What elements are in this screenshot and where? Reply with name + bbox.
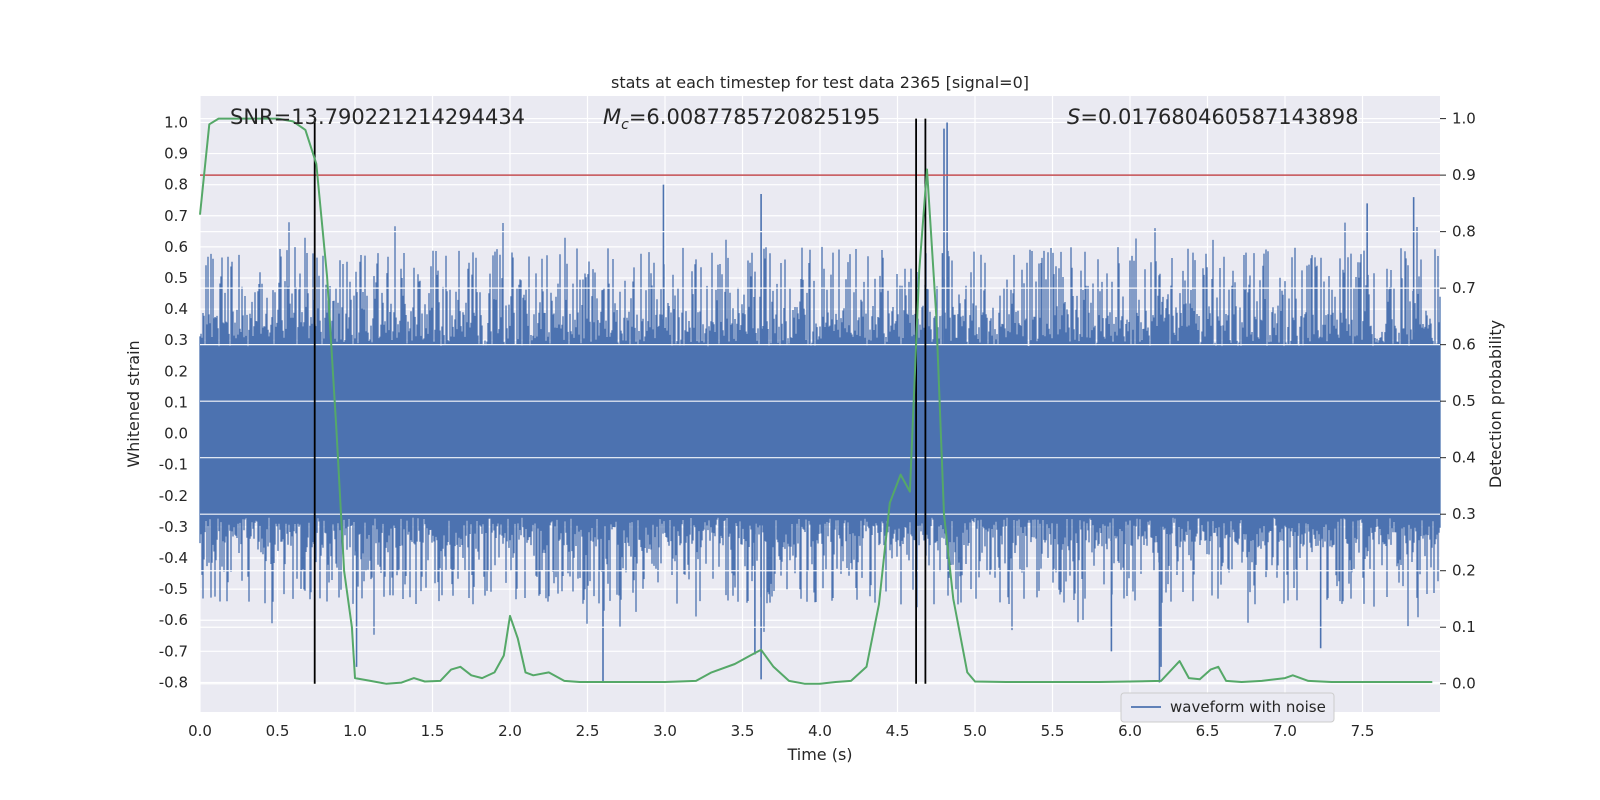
y-tick-label-left: -0.8 bbox=[159, 673, 188, 691]
y-axis-label-left: Whitened strain bbox=[124, 340, 143, 467]
y-tick-label-left: -0.7 bbox=[159, 642, 188, 660]
y-tick-label-right: 0.7 bbox=[1452, 279, 1476, 297]
y-tick-label-left: 0.9 bbox=[164, 145, 188, 163]
x-tick-label: 6.5 bbox=[1196, 722, 1220, 740]
y-tick-label-left: 0.5 bbox=[164, 269, 188, 287]
x-tick-label: 3.5 bbox=[731, 722, 755, 740]
y-tick-label-left: -0.2 bbox=[159, 487, 188, 505]
detection-probability-line bbox=[199, 117, 1433, 685]
y-tick-label-left: -0.3 bbox=[159, 518, 188, 536]
y-tick-label-left: 0.6 bbox=[164, 238, 188, 256]
y-tick-label-left: 0.3 bbox=[164, 331, 188, 349]
y-tick-label-right: 0.0 bbox=[1452, 675, 1476, 693]
s-symbol: S bbox=[1067, 105, 1080, 129]
x-tick-label: 0.5 bbox=[266, 722, 290, 740]
waveform-series bbox=[199, 122, 1441, 683]
x-tick-label: 5.5 bbox=[1041, 722, 1065, 740]
chirp-mass-subscript: c bbox=[621, 117, 629, 133]
ticks: 0.0 0.5 1.0 1.5 2.0 2.5 3.0 3.5 4.0 4.5 5.0 5.5 6.0 6… bbox=[159, 110, 1476, 740]
y-tick-label-left: 0.0 bbox=[164, 425, 188, 443]
legend: waveform with noise bbox=[1120, 692, 1335, 723]
y-tick-label-left: 0.8 bbox=[164, 176, 188, 194]
x-tick-label: 1.0 bbox=[343, 722, 367, 740]
y-tick-label-left: -0.4 bbox=[159, 549, 188, 567]
y-tick-label-right: 0.4 bbox=[1452, 449, 1476, 467]
waveform-core-band bbox=[200, 346, 1440, 518]
s-value: =0.017680460587143898 bbox=[1080, 105, 1358, 129]
legend-box bbox=[1120, 692, 1335, 723]
x-tick-label: 1.5 bbox=[421, 722, 445, 740]
snr-annotation: SNR=13.790221214294434 bbox=[230, 105, 525, 129]
y-tick-label-right: 0.5 bbox=[1452, 392, 1476, 410]
x-tick-label: 0.0 bbox=[188, 722, 212, 740]
chirp-mass-value: =6.0087785720825195 bbox=[629, 105, 880, 129]
y-tick-label-left: 1.0 bbox=[164, 113, 188, 131]
x-tick-label: 2.5 bbox=[576, 722, 600, 740]
y-tick-label-left: 0.4 bbox=[164, 300, 188, 318]
chirp-mass-symbol: M bbox=[603, 105, 621, 129]
y-tick-label-left: 0.7 bbox=[164, 207, 188, 225]
y-tick-label-left: -0.6 bbox=[159, 611, 188, 629]
y-tick-label-right: 0.8 bbox=[1452, 223, 1476, 241]
x-tick-label: 4.0 bbox=[808, 722, 832, 740]
y-tick-label-right: 0.6 bbox=[1452, 336, 1476, 354]
legend-label: waveform with noise bbox=[1170, 698, 1326, 716]
y-tick-label-right: 0.9 bbox=[1452, 166, 1476, 184]
y-tick-label-right: 0.2 bbox=[1452, 562, 1476, 580]
x-tick-label: 7.5 bbox=[1351, 722, 1375, 740]
chart-title: stats at each timestep for test data 236… bbox=[611, 73, 1029, 92]
s-annotation: S=0.017680460587143898 bbox=[1067, 105, 1358, 129]
x-tick-label: 5.0 bbox=[963, 722, 987, 740]
y-tick-label-left: -0.5 bbox=[159, 580, 188, 598]
x-tick-label: 4.5 bbox=[886, 722, 910, 740]
y-tick-label-right: 0.3 bbox=[1452, 505, 1476, 523]
x-tick-label: 7.0 bbox=[1273, 722, 1297, 740]
y-tick-label-right: 0.1 bbox=[1452, 618, 1476, 636]
y-axis-label-right: Detection probability bbox=[1486, 320, 1505, 488]
x-tick-label: 2.0 bbox=[498, 722, 522, 740]
y-tick-label-left: 0.1 bbox=[164, 393, 188, 411]
y-tick-label-left: 0.2 bbox=[164, 362, 188, 380]
x-tick-label: 6.0 bbox=[1118, 722, 1142, 740]
y-tick-label-right: 1.0 bbox=[1452, 110, 1476, 128]
y-tick-label-left: -0.1 bbox=[159, 456, 188, 474]
x-axis-label: Time (s) bbox=[786, 745, 852, 764]
chirp-mass-annotation: Mc=6.0087785720825195 bbox=[603, 105, 880, 133]
x-tick-label: 3.0 bbox=[653, 722, 677, 740]
overlays bbox=[199, 117, 1440, 685]
